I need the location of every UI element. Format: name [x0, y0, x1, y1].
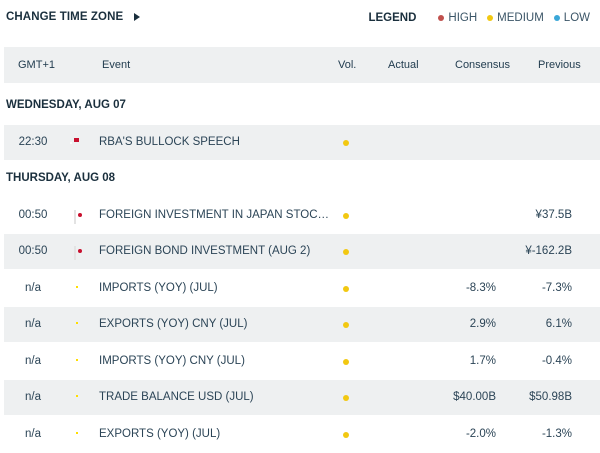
day-header: THURSDAY, AUG 08 [6, 172, 116, 184]
event-consensus: -2.0% [465, 428, 496, 440]
event-previous: -1.3% [541, 428, 572, 440]
event-time: 22:30 [18, 136, 48, 148]
column-header-time[interactable]: GMT+1 [18, 59, 55, 71]
event-row[interactable]: n/a TRADE BALANCE USD (JUL) $40.00B $50.98B [4, 380, 600, 415]
legend-high-label: HIGH [448, 12, 478, 24]
japan-flag-icon [74, 246, 76, 260]
day-header: WEDNESDAY, AUG 07 [6, 99, 126, 111]
event-consensus: 1.7% [469, 355, 496, 367]
event-time: 00:50 [18, 245, 48, 257]
event-name[interactable]: IMPORTS (YOY) (JUL) [99, 282, 218, 294]
legend-title: LEGEND [368, 12, 417, 24]
event-name[interactable]: EXPORTS (YOY) CNY (JUL) [99, 318, 248, 330]
event-row[interactable]: 00:50 FOREIGN BOND INVESTMENT (AUG 2) ¥-16… [4, 234, 600, 269]
volatility-medium-dot-icon [343, 286, 349, 292]
event-name[interactable]: EXPORTS (YOY) (JUL) [99, 428, 221, 440]
legend-low: LOW [553, 12, 590, 24]
medium-dot-icon [487, 15, 494, 21]
event-previous: -0.4% [541, 355, 572, 367]
event-time: n/a [25, 391, 41, 403]
event-row[interactable]: 00:50 FOREIGN INVESTMENT IN JAPAN STOCKS … [4, 198, 600, 233]
change-time-zone-label: CHANGE TIME ZONE [6, 11, 124, 23]
event-row[interactable]: n/a EXPORTS (YOY) CNY (JUL) 2.9% 6.1% [4, 307, 600, 342]
volatility-medium-dot-icon [343, 140, 349, 146]
volatility-medium-dot-icon [343, 213, 349, 219]
legend: LEGEND HIGH MEDIUM LOW [368, 12, 590, 24]
column-header-vol[interactable]: Vol. [338, 59, 357, 71]
volatility-medium-dot-icon [343, 395, 349, 401]
event-previous: ¥37.5B [535, 209, 572, 221]
event-previous: -7.3% [541, 282, 572, 294]
change-time-zone-button[interactable]: CHANGE TIME ZONE [6, 11, 141, 23]
column-header-event[interactable]: Event [102, 59, 131, 71]
volatility-medium-dot-icon [343, 359, 349, 365]
column-header-consensus[interactable]: Consensus [455, 59, 511, 71]
event-previous: 6.1% [545, 318, 572, 330]
play-arrow-icon [134, 13, 141, 21]
table-header: GMT+1 Event Vol. Actual Consensus Previo… [4, 47, 600, 83]
event-name[interactable]: RBA'S BULLOCK SPEECH [99, 136, 240, 148]
event-previous: $50.98B [529, 391, 572, 403]
legend-high: HIGH [438, 12, 477, 24]
event-name[interactable]: TRADE BALANCE USD (JUL) [99, 391, 254, 403]
high-dot-icon [438, 15, 445, 21]
event-consensus: -8.3% [465, 282, 496, 294]
event-time: n/a [25, 428, 41, 440]
event-previous: ¥-162.2B [525, 245, 572, 257]
japan-flag-icon [74, 210, 76, 224]
event-name[interactable]: FOREIGN INVESTMENT IN JAPAN STOCKS ... [99, 209, 334, 221]
event-row[interactable]: n/a IMPORTS (YOY) (JUL) -8.3% -7.3% [4, 271, 600, 306]
event-time: n/a [25, 318, 41, 330]
event-consensus: $40.00B [453, 391, 496, 403]
legend-low-label: LOW [563, 12, 590, 24]
event-row[interactable]: 22:30 RBA'S BULLOCK SPEECH [4, 125, 600, 160]
legend-medium: MEDIUM [487, 12, 544, 24]
event-row[interactable]: n/a EXPORTS (YOY) (JUL) -2.0% -1.3% [4, 417, 600, 452]
event-consensus: 2.9% [469, 318, 496, 330]
column-header-actual[interactable]: Actual [388, 59, 419, 71]
volatility-medium-dot-icon [343, 432, 349, 438]
event-time: n/a [25, 355, 41, 367]
event-name[interactable]: FOREIGN BOND INVESTMENT (AUG 2) [99, 245, 311, 257]
volatility-medium-dot-icon [343, 249, 349, 255]
legend-medium-label: MEDIUM [497, 12, 544, 24]
low-dot-icon [553, 15, 560, 21]
volatility-medium-dot-icon [343, 322, 349, 328]
event-time: 00:50 [18, 209, 48, 221]
calendar-toolbar: CHANGE TIME ZONE LEGEND HIGH MEDIUM LOW [0, 0, 600, 40]
column-header-previous[interactable]: Previous [538, 59, 581, 71]
event-row[interactable]: n/a IMPORTS (YOY) CNY (JUL) 1.7% -0.4% [4, 344, 600, 379]
event-name[interactable]: IMPORTS (YOY) CNY (JUL) [99, 355, 245, 367]
event-time: n/a [25, 282, 41, 294]
